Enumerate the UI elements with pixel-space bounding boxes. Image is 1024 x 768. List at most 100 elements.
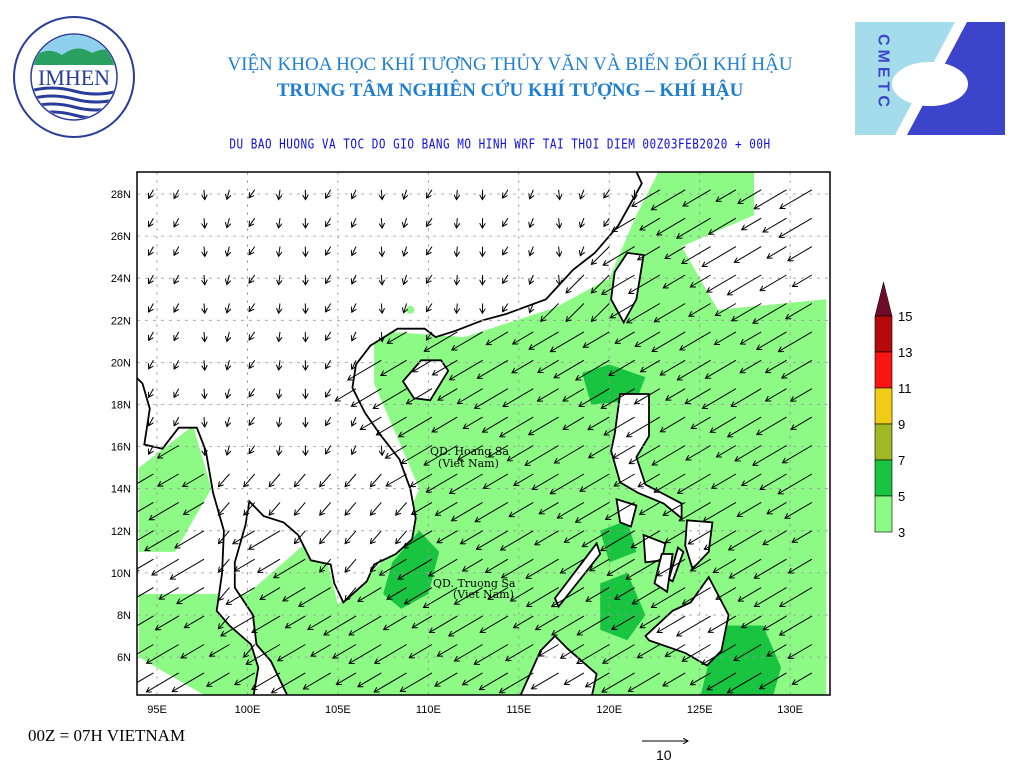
wind-arrow xyxy=(503,303,509,312)
annotation-hoang-sa-line2: (Viet Nam) xyxy=(438,457,499,470)
wind-arrow xyxy=(227,303,230,313)
wind-arrow xyxy=(729,558,762,578)
wind-arrow xyxy=(525,445,559,466)
wind-arrow xyxy=(437,530,458,543)
wind-arrow xyxy=(688,530,711,544)
wind-arrow xyxy=(527,587,559,607)
wind-arrow xyxy=(603,246,635,266)
wind-arrow xyxy=(792,672,813,684)
wind-arrow xyxy=(370,558,382,572)
legend-swatch xyxy=(874,315,893,353)
wind-arrow xyxy=(272,672,306,693)
wind-arrow xyxy=(709,217,737,234)
wind-arrow xyxy=(717,445,737,457)
wind-arrow xyxy=(740,359,762,372)
wind-arrow xyxy=(461,530,483,544)
wind-arrow xyxy=(174,331,180,341)
wind-arrow xyxy=(576,501,610,522)
wind-arrow xyxy=(780,587,813,607)
land-palawan xyxy=(553,541,602,609)
wind-arrow xyxy=(407,388,433,404)
wind-arrow xyxy=(626,558,661,579)
wind-arrow xyxy=(149,274,154,284)
wind-arrow xyxy=(351,388,382,407)
wind-arrow xyxy=(207,672,230,686)
wind-arrow xyxy=(218,587,230,601)
wind-arrow xyxy=(660,359,686,375)
wind-arrow xyxy=(172,672,205,692)
wind-arrow xyxy=(742,217,762,230)
annotation-truong-sa-line2: (Viet Nam) xyxy=(453,588,514,601)
land-mainland xyxy=(137,172,643,695)
shade-3-5 xyxy=(138,172,827,695)
wind-arrow xyxy=(589,445,610,458)
wind-arrow xyxy=(387,587,407,600)
wind-arrow xyxy=(500,672,534,693)
wind-arrow xyxy=(486,558,509,572)
annotation-hoang-sa: QD. Hoang Sa (Viet Nam) xyxy=(430,445,509,470)
wind-arrow xyxy=(233,530,255,544)
color-legend: 3 5 7 9 11 13 15 xyxy=(874,281,912,540)
wind-arrow xyxy=(513,331,534,344)
wind-arrow xyxy=(741,331,762,344)
wind-arrow xyxy=(149,217,154,227)
wind-arrow xyxy=(708,615,737,632)
wind-arrow xyxy=(541,303,559,322)
wind-arrow xyxy=(427,331,433,340)
wind-arrow xyxy=(591,303,610,322)
wind-arrow xyxy=(455,644,483,662)
wind-arrow xyxy=(149,360,154,369)
wind-arrow xyxy=(484,473,509,488)
wind-vectors xyxy=(137,189,813,693)
wind-arrow xyxy=(412,501,433,514)
wind-arrow xyxy=(738,587,762,602)
wind-arrow xyxy=(218,502,230,515)
wind-arrow xyxy=(779,217,813,237)
wind-arrow xyxy=(457,246,458,257)
wind-arrow xyxy=(563,416,585,429)
wind-arrow xyxy=(564,672,585,685)
legend-label: 5 xyxy=(898,489,905,504)
wind-arrow xyxy=(279,417,280,427)
wind-arrow xyxy=(539,501,559,513)
lon-tick-label: 110E xyxy=(416,704,441,716)
wind-arrow xyxy=(503,388,534,407)
wind-arrow xyxy=(530,246,534,256)
wind-arrow xyxy=(279,189,280,200)
legend-label: 15 xyxy=(898,309,912,324)
wind-arrow xyxy=(326,246,332,255)
wind-arrow xyxy=(529,416,559,435)
wind-arrow xyxy=(754,189,787,209)
wind-arrow xyxy=(385,445,407,459)
shade-5-7 xyxy=(600,572,646,641)
wind-arrow xyxy=(728,274,762,295)
wind-arrow xyxy=(486,331,509,345)
wind-arrow xyxy=(279,445,280,456)
wind-arrow xyxy=(753,303,787,324)
wind-arrow xyxy=(204,274,205,285)
wind-arrow xyxy=(326,274,332,283)
wind-arrow xyxy=(635,331,661,347)
wind-arrow xyxy=(610,303,635,318)
wind-arrow xyxy=(715,303,737,316)
wind-arrow xyxy=(244,473,256,487)
legend-swatch xyxy=(874,351,893,389)
wind-arrow xyxy=(370,473,382,487)
wind-arrow xyxy=(218,558,230,572)
wind-arrow xyxy=(373,388,407,409)
wind-arrow xyxy=(703,501,737,521)
wind-arrow xyxy=(427,274,433,283)
wind-arrow xyxy=(235,558,255,571)
wind-arrow xyxy=(767,501,787,513)
wind-arrow xyxy=(713,558,737,572)
wind-arrow xyxy=(349,615,382,635)
wind-arrow xyxy=(436,501,458,515)
wind-arrow xyxy=(452,501,483,520)
wind-arrow xyxy=(137,587,154,598)
wind-arrow xyxy=(286,615,306,628)
wind-arrow xyxy=(766,388,787,401)
wind-arrow xyxy=(249,360,256,368)
wind-arrow xyxy=(152,558,179,575)
lat-tick-label: 24N xyxy=(111,273,131,285)
wind-arrow xyxy=(609,359,635,375)
